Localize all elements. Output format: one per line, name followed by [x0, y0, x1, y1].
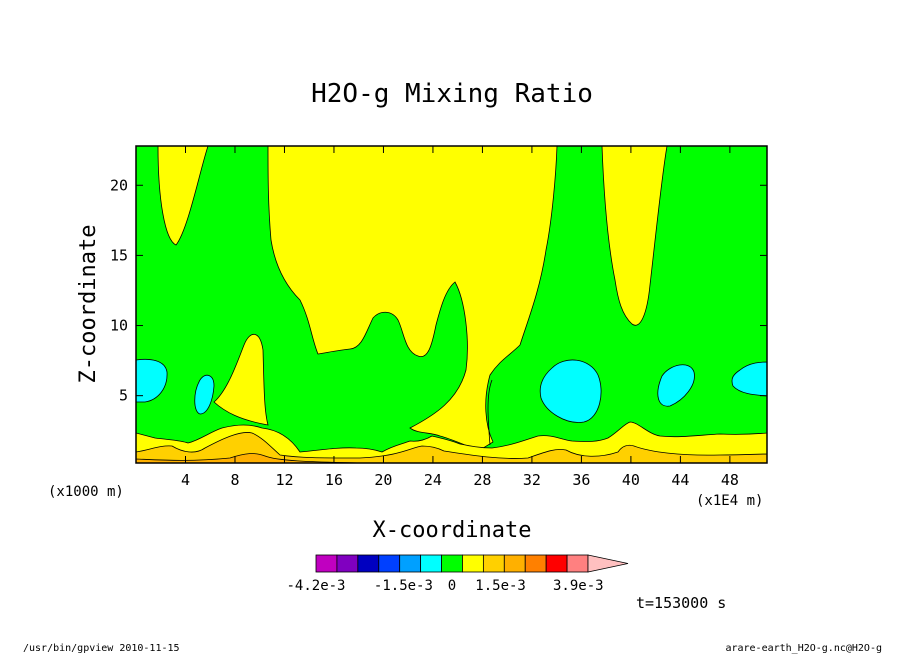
colorbar-swatch [357, 554, 380, 573]
contour-band-yellow [601, 146, 668, 326]
colorbar-swatch [315, 554, 338, 573]
x-tick-label: 4 [181, 471, 190, 489]
contour-line [487, 379, 493, 446]
x-tick-label: 28 [473, 471, 491, 489]
contour-band-cyan [194, 374, 215, 415]
colorbar-label: -4.2e-3 [286, 578, 345, 594]
x-tick-label: 12 [275, 471, 293, 489]
contour-band-amber [136, 453, 361, 463]
footer-right: arare-earth_H2O-g.nc@H2O-g [725, 643, 882, 654]
colorbar-swatch [482, 554, 505, 573]
colorbar-swatch [545, 554, 568, 573]
colorbar-swatch [420, 554, 442, 573]
x-axis-label: X-coordinate [373, 518, 532, 543]
x-tick-label: 20 [374, 471, 392, 489]
x-tick-label: 8 [230, 471, 239, 489]
colorbar-swatch [378, 554, 401, 573]
chart-title: H2O-g Mixing Ratio [311, 79, 593, 109]
contour-band-yellow [267, 146, 558, 451]
y-axis-label: Z-coordinate [76, 225, 101, 384]
y-axis: 5 10 15 20 [110, 176, 767, 405]
contour-band-cyan [539, 359, 602, 423]
y-tick-label: 20 [110, 176, 128, 194]
x-tick-label: 32 [523, 471, 541, 489]
colorbar: -4.2e-3 -1.5e-3 0 1.5e-3 3.9e-3 [286, 554, 629, 594]
colorbar-swatch [503, 554, 526, 573]
x-tick-label: 36 [572, 471, 590, 489]
colorbar-label: 0 [448, 578, 456, 594]
contour-band-yellow [136, 421, 767, 463]
colorbar-extension [587, 554, 629, 573]
x-axis: 4 8 12 16 20 24 28 32 36 40 44 48 [181, 146, 739, 489]
colorbar-swatch [524, 554, 547, 573]
y-tick-label: 10 [110, 317, 128, 335]
colorbar-swatch [336, 554, 359, 573]
colorbar-swatch [399, 554, 422, 573]
colorbar-swatch [566, 554, 589, 573]
colorbar-swatch [441, 554, 463, 573]
y-scale-note: (x1000 m) [48, 484, 124, 500]
contour-band-cyan [731, 361, 767, 397]
plot-frame [135, 145, 768, 464]
x-scale-note: (x1E4 m) [696, 493, 763, 509]
x-tick-label: 16 [325, 471, 343, 489]
x-tick-label: 44 [671, 471, 689, 489]
contour-band-yellow [157, 146, 209, 246]
x-tick-label: 48 [721, 471, 739, 489]
contour-band-cyan [136, 358, 168, 403]
footer-left: /usr/bin/gpview 2010-11-15 [23, 643, 180, 654]
colorbar-swatch [462, 554, 484, 573]
y-tick-label: 5 [119, 387, 128, 405]
colorbar-label: 3.9e-3 [553, 578, 604, 594]
contour-band-cyan [657, 364, 695, 407]
y-tick-label: 15 [110, 246, 128, 264]
contour-band-yellow [213, 333, 269, 426]
contour-field [136, 146, 767, 463]
x-tick-label: 40 [622, 471, 640, 489]
colorbar-label: -1.5e-3 [374, 578, 433, 594]
time-label: t=153000 s [636, 594, 726, 612]
x-tick-label: 24 [424, 471, 442, 489]
contour-band-orange [136, 432, 767, 463]
colorbar-label: 1.5e-3 [475, 578, 526, 594]
